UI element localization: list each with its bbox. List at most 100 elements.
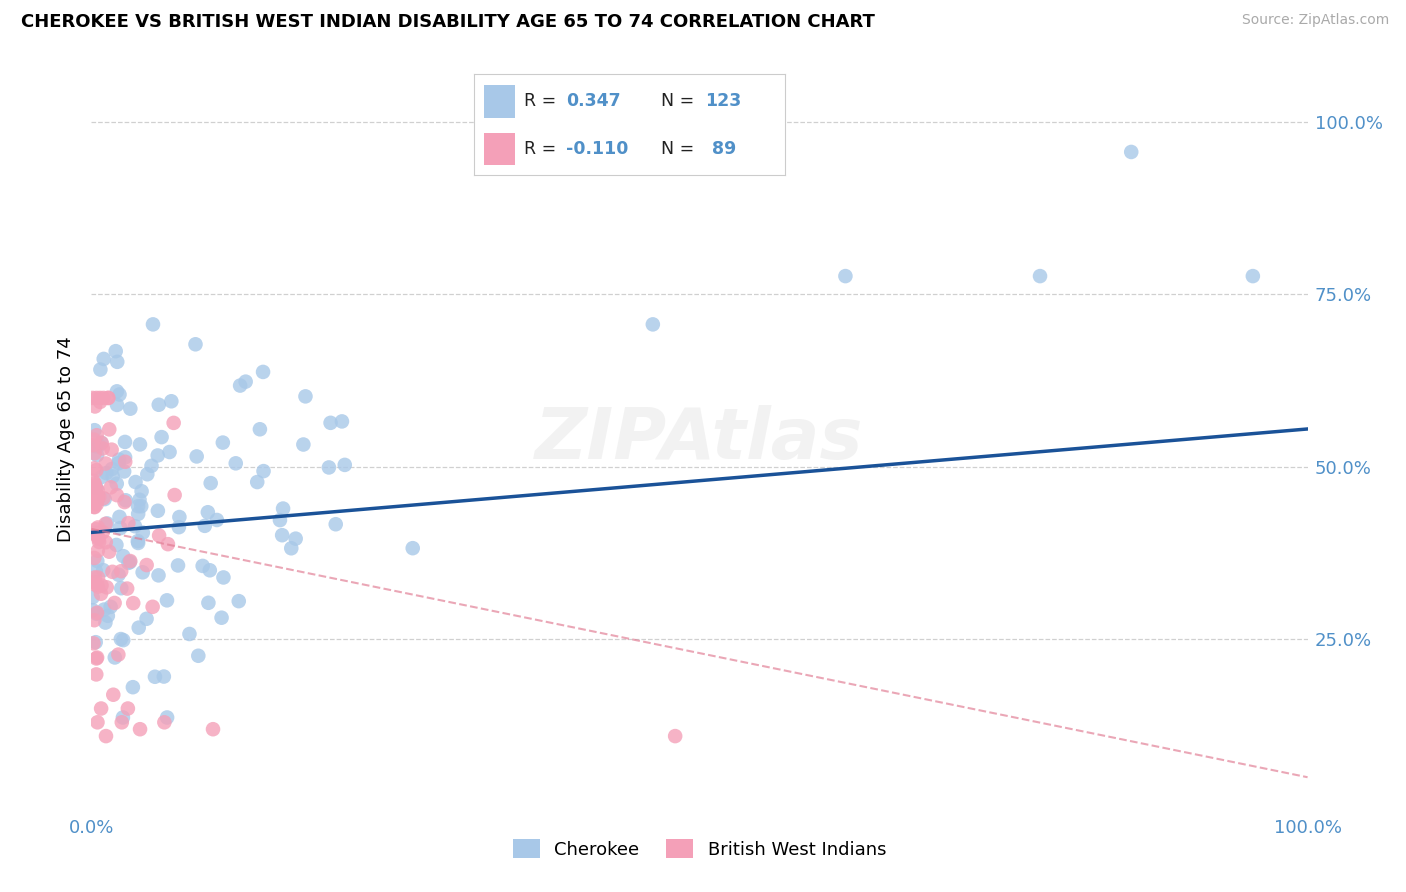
Point — [202, 722, 225, 736]
Point — [146, 504, 169, 518]
Point — [212, 570, 235, 584]
Point — [194, 519, 217, 533]
Point — [269, 513, 291, 527]
Point — [641, 318, 664, 332]
Point — [111, 715, 134, 730]
Point — [115, 582, 138, 596]
Point — [86, 607, 108, 621]
Point — [191, 558, 214, 573]
Point — [86, 606, 108, 620]
Point — [84, 575, 107, 590]
Point — [82, 526, 104, 541]
Point — [319, 416, 342, 430]
Point — [86, 651, 108, 665]
Point — [89, 395, 111, 409]
Point — [84, 564, 107, 578]
Point — [117, 701, 139, 715]
Point — [163, 416, 186, 430]
Point — [148, 398, 170, 412]
Point — [108, 387, 131, 401]
Point — [87, 532, 110, 546]
Point — [94, 457, 117, 471]
Point — [117, 516, 139, 530]
Point — [97, 391, 120, 405]
Point — [86, 482, 108, 496]
Text: ZIPAtlas: ZIPAtlas — [536, 405, 863, 474]
Point — [127, 534, 149, 549]
Point — [330, 414, 353, 428]
Point — [83, 446, 105, 460]
Point — [107, 567, 129, 582]
Point — [105, 476, 128, 491]
Point — [108, 509, 131, 524]
Point — [94, 535, 117, 549]
Point — [84, 570, 107, 584]
Point — [90, 436, 112, 450]
Point — [87, 520, 110, 534]
Point — [167, 558, 190, 573]
Point — [90, 578, 112, 592]
Point — [112, 465, 135, 479]
Point — [86, 463, 108, 477]
Point — [127, 499, 149, 513]
Point — [86, 715, 108, 730]
Point — [142, 318, 165, 332]
Point — [114, 434, 136, 449]
Point — [141, 458, 163, 473]
Point — [83, 613, 105, 627]
Point — [84, 667, 107, 681]
Point — [249, 422, 271, 436]
Point — [84, 400, 107, 414]
Point — [197, 596, 219, 610]
Point — [101, 565, 124, 579]
Point — [93, 492, 115, 507]
Point — [86, 497, 108, 511]
Point — [103, 688, 125, 702]
Point — [114, 455, 136, 469]
Point — [136, 467, 159, 482]
Point — [167, 520, 190, 534]
Point — [83, 551, 105, 566]
Point — [86, 448, 108, 462]
Point — [107, 648, 129, 662]
Point — [93, 491, 115, 505]
Point — [225, 456, 247, 470]
Point — [205, 513, 228, 527]
Point — [86, 554, 108, 568]
Point — [156, 593, 179, 607]
Y-axis label: Disability Age 65 to 74: Disability Age 65 to 74 — [58, 336, 76, 542]
Point — [91, 563, 114, 577]
Point — [124, 475, 146, 489]
Point — [129, 722, 152, 736]
Point — [132, 525, 155, 540]
Point — [402, 541, 425, 556]
Point — [184, 337, 207, 351]
Point — [104, 596, 127, 610]
Point — [142, 599, 165, 614]
Point — [271, 501, 294, 516]
Point — [82, 474, 104, 488]
Point — [153, 669, 176, 683]
Point — [110, 521, 132, 535]
Point — [1241, 269, 1264, 284]
Point — [91, 442, 114, 456]
Point — [87, 543, 110, 558]
Point — [96, 516, 118, 531]
Point — [135, 558, 157, 572]
Point — [187, 648, 209, 663]
Point — [86, 391, 108, 405]
Point — [292, 437, 315, 451]
Point — [114, 493, 136, 508]
Point — [84, 635, 107, 649]
Point — [122, 680, 145, 694]
Point — [87, 570, 110, 584]
Point — [246, 475, 269, 489]
Point — [163, 488, 186, 502]
Point — [284, 532, 307, 546]
Point — [83, 500, 105, 514]
Point — [200, 476, 222, 491]
Point — [82, 391, 104, 405]
Point — [159, 445, 181, 459]
Legend: Cherokee, British West Indians: Cherokee, British West Indians — [505, 832, 894, 866]
Point — [84, 522, 107, 536]
